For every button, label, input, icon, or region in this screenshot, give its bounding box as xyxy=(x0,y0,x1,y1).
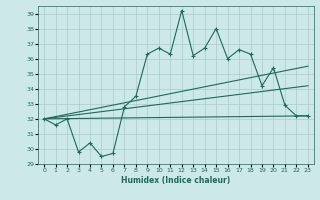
X-axis label: Humidex (Indice chaleur): Humidex (Indice chaleur) xyxy=(121,176,231,185)
